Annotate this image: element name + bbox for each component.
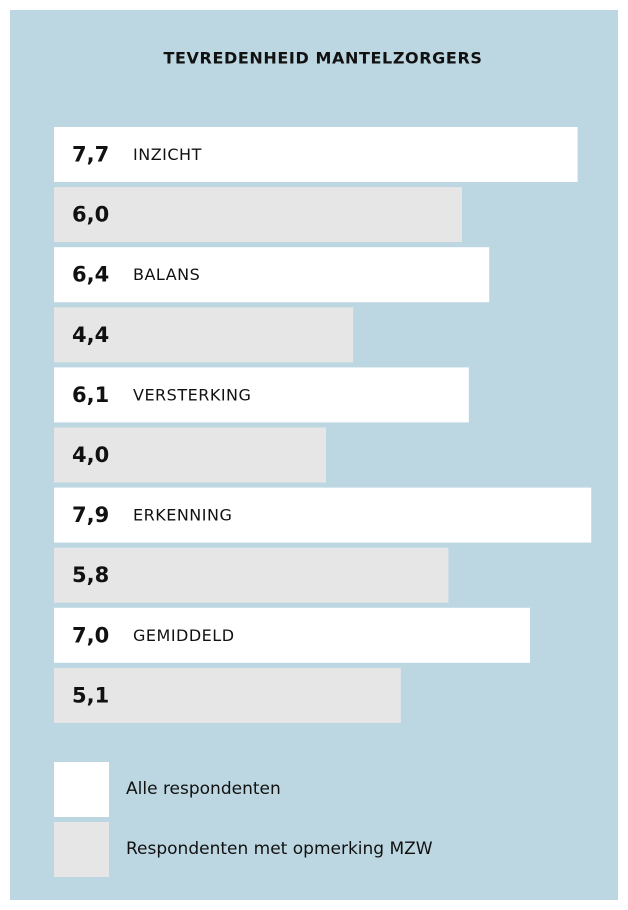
bar xyxy=(54,307,354,363)
bar xyxy=(54,487,592,543)
value-label: 6,1 xyxy=(72,383,109,407)
value-label: 7,0 xyxy=(72,623,109,647)
bar xyxy=(54,187,462,243)
bar xyxy=(54,247,490,303)
legend-swatch xyxy=(54,822,109,877)
value-label: 4,0 xyxy=(72,443,109,467)
category-label: ERKENNING xyxy=(133,506,232,525)
category-label: VERSTERKING xyxy=(133,385,251,404)
value-label: 5,8 xyxy=(72,563,109,587)
value-label: 6,4 xyxy=(72,263,109,287)
legend-label: Alle respondenten xyxy=(126,779,281,799)
value-label: 4,4 xyxy=(72,323,109,347)
bar xyxy=(54,667,401,723)
category-label: BALANS xyxy=(133,265,200,284)
value-label: 5,1 xyxy=(72,683,109,707)
bar xyxy=(54,427,326,483)
legend-swatch xyxy=(54,762,109,817)
value-label: 6,0 xyxy=(72,203,109,227)
value-label: 7,9 xyxy=(72,503,109,527)
value-label: 7,7 xyxy=(72,143,109,167)
legend-label: Respondenten met opmerking MZW xyxy=(126,839,433,859)
bar xyxy=(54,127,578,182)
category-label: GEMIDDELD xyxy=(133,626,235,645)
category-label: INZICHT xyxy=(133,145,202,164)
bar xyxy=(54,607,530,663)
chart-title: TEVREDENHEID MANTELZORGERS xyxy=(164,49,483,68)
bar xyxy=(54,547,449,603)
bar xyxy=(54,367,469,423)
